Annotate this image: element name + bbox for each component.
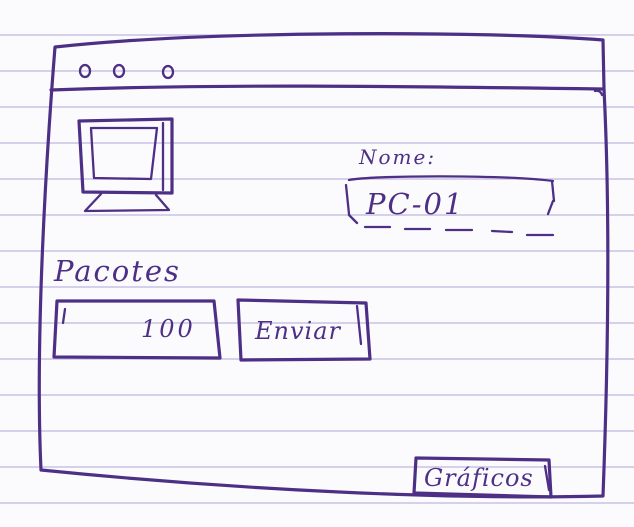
title-bar-divider bbox=[49, 84, 604, 92]
packets-input[interactable]: 100 bbox=[52, 299, 222, 360]
window-control-dot-3-icon[interactable] bbox=[161, 64, 175, 80]
window-frame bbox=[37, 32, 610, 499]
send-button-outline bbox=[236, 298, 372, 362]
charts-button-label: Gráficos bbox=[424, 464, 534, 492]
device-name-field[interactable]: PC-01 bbox=[344, 175, 556, 237]
packets-label: Pacotes bbox=[53, 254, 181, 288]
send-button-right-edge bbox=[355, 304, 363, 346]
charts-button-side-stroke bbox=[543, 464, 551, 492]
device-name-field-outline bbox=[344, 175, 556, 225]
send-button[interactable]: Enviar bbox=[236, 298, 372, 362]
charts-button[interactable]: Gráficos bbox=[412, 456, 553, 499]
monitor-outline-icon bbox=[77, 117, 174, 195]
device-name-value: PC-01 bbox=[365, 187, 464, 221]
window-controls bbox=[78, 63, 175, 80]
device-name-field-dashed-bottom bbox=[363, 225, 555, 237]
window-top-corner-mark bbox=[593, 89, 604, 97]
packets-input-value: 100 bbox=[141, 315, 196, 343]
device-name-label: Nome: bbox=[358, 145, 436, 169]
window-control-dot-2-icon[interactable] bbox=[112, 63, 126, 79]
computer-icon bbox=[77, 117, 174, 213]
packets-input-cursor bbox=[61, 307, 67, 325]
charts-button-outline bbox=[412, 456, 553, 499]
window-control-dot-1-icon[interactable] bbox=[78, 63, 92, 79]
monitor-inner-screen-icon bbox=[89, 126, 159, 181]
send-button-label: Enviar bbox=[254, 317, 342, 345]
monitor-base-icon bbox=[83, 192, 171, 213]
packets-input-outline bbox=[52, 299, 222, 360]
